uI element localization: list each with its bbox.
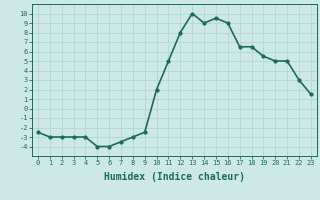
X-axis label: Humidex (Indice chaleur): Humidex (Indice chaleur) — [104, 172, 245, 182]
